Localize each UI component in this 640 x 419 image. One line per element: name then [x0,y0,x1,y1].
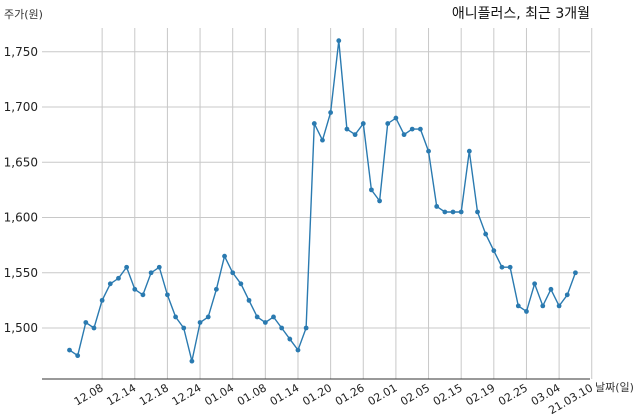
data-point [499,264,505,270]
data-point [91,325,97,331]
x-tick-labels: 12.0812.1412.1812.2401.0401.0801.1401.20… [72,381,595,417]
data-point [287,336,293,342]
x-tick-label: 02.19 [464,381,498,408]
data-point [483,231,489,237]
data-point [336,38,342,44]
data-point [491,248,497,254]
data-point [205,314,211,320]
data-point [344,126,350,132]
data-point [515,303,521,309]
x-tick-label: 01.14 [268,381,302,408]
y-tick-labels: 1,500 1,550 1,600 1,650 1,700 1,750 [4,45,38,335]
data-point [352,132,358,138]
data-point [532,281,538,287]
x-tick-label: 02.01 [366,381,400,408]
data-point [434,204,440,209]
y-tick-label: 1,700 [4,100,38,114]
data-point [75,353,81,359]
data-point [450,209,456,215]
data-point [156,264,162,270]
x-tick-label: 01.20 [300,381,334,408]
x-tick-label: 02.15 [431,381,465,408]
data-point [107,281,113,287]
data-point [369,187,374,193]
data-point [271,314,276,320]
data-point [556,303,562,309]
data-point [377,198,382,204]
data-point [254,314,260,320]
data-point [475,209,480,215]
data-point [311,121,317,126]
x-tick-label: 12.18 [137,381,171,408]
data-point [197,320,203,325]
x-axis-label: 날짜(일) [595,380,634,394]
data-point [116,275,121,281]
data-point [262,320,268,325]
data-point [401,132,407,138]
data-point [238,281,244,287]
y-tick-label: 1,650 [4,155,38,169]
data-point [417,126,423,132]
chart-title: 애니플러스, 최근 3개월 [452,6,590,22]
data-point [548,286,554,292]
y-tick-label: 1,600 [4,211,38,225]
data-point [385,121,391,126]
data-point [458,209,464,215]
data-point [524,309,529,314]
y-tick-label: 1,500 [4,321,38,335]
y-gridlines [42,51,590,329]
data-point [83,320,89,325]
x-tick-label: 01.26 [333,381,367,408]
data-point [409,126,415,132]
data-point [328,110,334,115]
x-tick-label: 12.24 [170,381,204,408]
x-tick-label: 12.14 [105,381,139,408]
data-point [213,286,219,292]
x-tick-label: 02.25 [496,381,530,408]
y-axis-label: 주가(원) [4,8,43,21]
data-point [148,270,154,276]
data-point [573,270,578,276]
data-point [393,115,399,121]
data-point [230,270,236,276]
x-tick-label: 12.08 [72,381,106,408]
data-point [222,253,227,259]
data-point [132,286,138,292]
data-point [466,148,472,154]
data-point [165,292,170,298]
data-point [320,137,325,143]
y-tick-label: 1,750 [4,45,38,59]
data-point [181,325,187,331]
data-point [67,347,72,353]
data-point [189,358,195,364]
data-point [540,303,546,309]
data-point [303,325,309,331]
data-point [99,297,105,303]
series-line [69,40,577,362]
data-point [564,292,570,298]
x-tick-label: 01.08 [235,381,269,408]
data-point [426,148,431,154]
data-point [173,314,178,320]
data-point [246,297,252,303]
data-point [442,209,448,215]
data-point [295,347,301,353]
series-layer [67,38,578,364]
data-point [124,264,130,270]
data-point [279,325,285,331]
x-gridlines [101,28,593,379]
y-tick-label: 1,550 [4,266,38,280]
data-point [360,121,366,126]
x-tick-label: 02.05 [398,381,432,408]
x-tick-label: 01.04 [202,381,236,408]
data-point [140,292,146,298]
data-point [507,264,513,270]
